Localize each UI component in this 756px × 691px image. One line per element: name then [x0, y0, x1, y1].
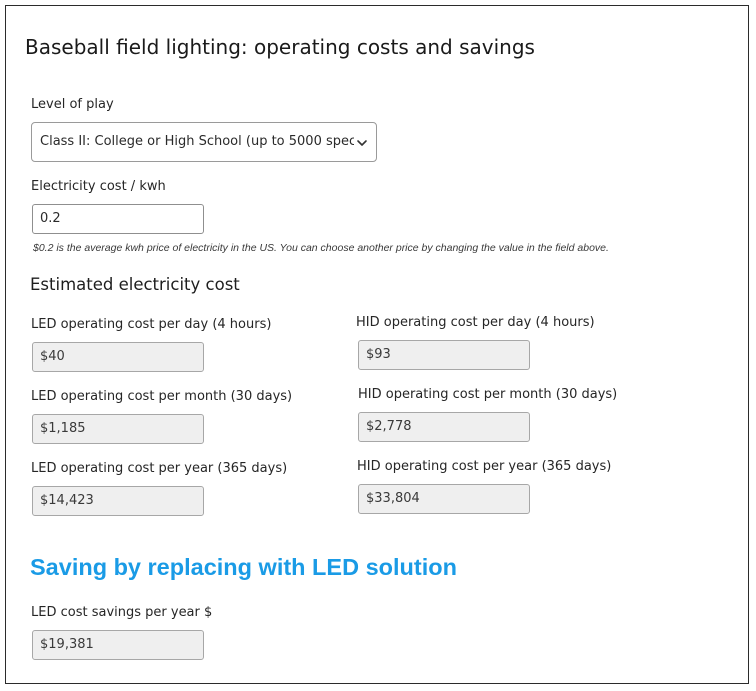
level-of-play-select[interactable]: Class II: College or High School (up to …	[31, 122, 377, 162]
electricity-price-note: $0.2 is the average kwh price of electri…	[33, 242, 609, 254]
hid-month-output: $2,778	[358, 412, 530, 442]
hid-day-value: $93	[366, 347, 391, 362]
hid-day-output: $93	[358, 340, 530, 370]
led-year-output: $14,423	[32, 486, 204, 516]
led-month-label: LED operating cost per month (30 days)	[31, 389, 293, 404]
led-day-output: $40	[32, 342, 204, 372]
hid-year-label: HID operating cost per year (365 days)	[357, 459, 612, 474]
savings-label: LED cost savings per year $	[31, 605, 213, 620]
savings-heading: Saving by replacing with LED solution	[30, 554, 457, 580]
estimated-cost-heading: Estimated electricity cost	[30, 275, 240, 294]
electricity-cost-value: 0.2	[40, 211, 61, 226]
led-year-value: $14,423	[40, 493, 94, 508]
hid-year-value: $33,804	[366, 491, 420, 506]
hid-month-value: $2,778	[366, 419, 412, 434]
led-year-label: LED operating cost per year (365 days)	[31, 461, 288, 476]
page-title: Baseball field lighting: operating costs…	[25, 35, 535, 59]
electricity-cost-label: Electricity cost / kwh	[31, 179, 166, 194]
chevron-down-icon	[357, 140, 367, 146]
level-of-play-label: Level of play	[31, 97, 114, 112]
led-day-value: $40	[40, 349, 65, 364]
led-month-value: $1,185	[40, 421, 86, 436]
savings-value: $19,381	[40, 637, 94, 652]
led-month-output: $1,185	[32, 414, 204, 444]
hid-month-label: HID operating cost per month (30 days)	[358, 387, 618, 402]
level-of-play-value: Class II: College or High School (up to …	[40, 134, 354, 149]
savings-output: $19,381	[32, 630, 204, 660]
led-day-label: LED operating cost per day (4 hours)	[31, 317, 272, 332]
hid-year-output: $33,804	[358, 484, 530, 514]
hid-day-label: HID operating cost per day (4 hours)	[356, 315, 595, 330]
electricity-cost-input[interactable]: 0.2	[32, 204, 204, 234]
